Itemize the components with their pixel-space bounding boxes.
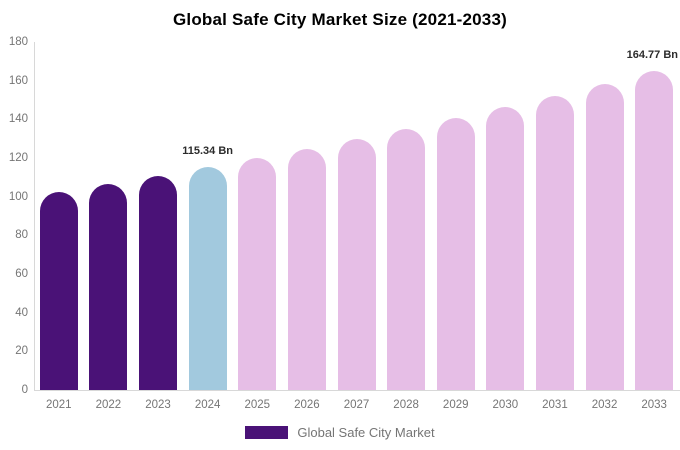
x-axis-label-2023: 2023 — [145, 399, 171, 411]
bar-2029 — [436, 118, 475, 390]
x-axis-label-2028: 2028 — [393, 399, 419, 411]
bar-2031 — [535, 95, 574, 390]
bar-2023 — [139, 175, 178, 390]
y-tick-label-0: 0 — [21, 384, 28, 396]
legend-label: Global Safe City Market — [297, 424, 435, 440]
y-tick-label-120: 120 — [8, 152, 28, 164]
legend: Global Safe City Market — [0, 424, 680, 440]
bar-2032 — [585, 83, 624, 390]
x-axis-label-2030: 2030 — [492, 399, 519, 411]
y-tick-label-20: 20 — [15, 345, 28, 358]
bar-2024 — [188, 167, 227, 390]
bar-2021 — [39, 192, 78, 390]
data-label-2024: 115.34 Bn — [182, 145, 234, 157]
y-tick-label-160: 160 — [8, 74, 28, 87]
bar-2022 — [89, 183, 128, 390]
x-axis-label-2032: 2032 — [591, 399, 618, 411]
bar-2030 — [486, 107, 525, 390]
y-tick-label-180: 180 — [8, 36, 28, 48]
x-axis-label-2027: 2027 — [343, 399, 370, 411]
x-axis-label-2031: 2031 — [542, 399, 568, 411]
x-axis-label-2025: 2025 — [244, 399, 271, 411]
data-label-2033: 164.77 Bn — [626, 49, 678, 62]
bar-2028 — [387, 128, 426, 390]
legend-swatch-icon — [245, 425, 289, 439]
bar-2027 — [337, 138, 376, 390]
y-tick-label-40: 40 — [15, 306, 28, 319]
x-axis-label-2029: 2029 — [442, 399, 469, 411]
plot-area — [34, 42, 680, 391]
x-axis-label-2021: 2021 — [46, 399, 72, 411]
x-axis-label-2022: 2022 — [95, 399, 122, 411]
x-axis-label-2024: 2024 — [194, 399, 221, 411]
x-axis-label-2033: 2033 — [641, 399, 667, 411]
bar-2025 — [238, 158, 277, 390]
y-tick-label-100: 100 — [8, 190, 28, 203]
bar-2033 — [635, 71, 674, 390]
y-tick-label-60: 60 — [15, 268, 28, 280]
x-axis-label-2026: 2026 — [294, 399, 320, 411]
y-tick-label-80: 80 — [15, 229, 28, 242]
chart-title: Global Safe City Market Size (2021-2033) — [173, 10, 507, 29]
bar-2026 — [287, 148, 326, 390]
y-tick-label-140: 140 — [8, 113, 28, 126]
